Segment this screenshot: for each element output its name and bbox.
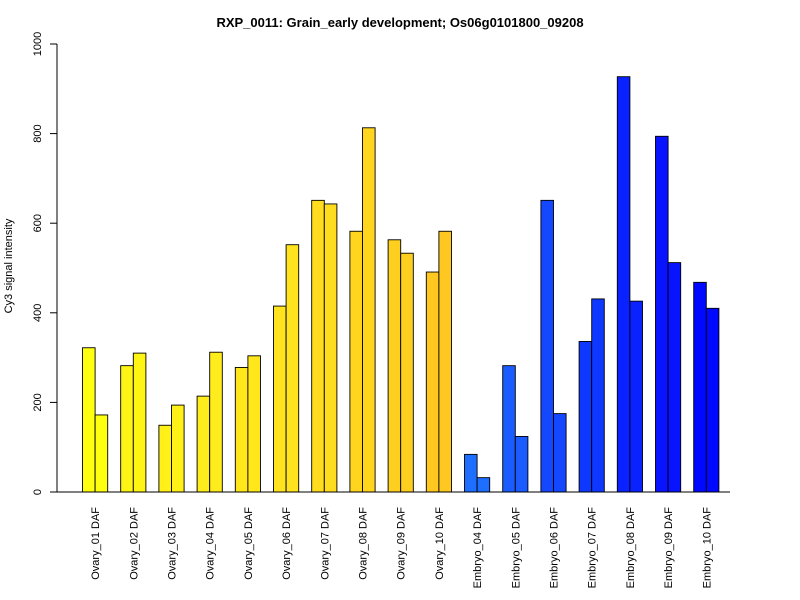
bar [464, 453, 478, 493]
y-axis-label: Cy3 signal intensity [3, 218, 15, 313]
bar [400, 252, 414, 493]
bar [311, 199, 325, 493]
bar [323, 203, 338, 493]
bar [94, 414, 109, 493]
x-tick-label: Ovary_04 DAF [205, 507, 217, 580]
bar [196, 395, 211, 493]
x-tick-label: Embryo_10 DAF [701, 507, 713, 589]
x-tick-label: Ovary_08 DAF [358, 507, 370, 580]
bar [629, 300, 643, 493]
bar [476, 477, 491, 493]
y-axis: 0 200 400 600 800 1000 [32, 32, 58, 495]
bar [247, 355, 261, 493]
x-tick-label: Ovary_06 DAF [281, 507, 293, 580]
bar [616, 76, 631, 493]
x-tick-label: Ovary_02 DAF [128, 507, 140, 580]
x-tick-label: Embryo_04 DAF [472, 507, 484, 589]
bar [158, 424, 172, 493]
x-axis: Ovary_01 DAF Ovary_02 DAF Ovary_03 DAF Ovar… [57, 491, 730, 589]
y-tick-label: 400 [32, 304, 44, 322]
bar [132, 352, 147, 493]
bar [705, 307, 720, 493]
bar [234, 367, 249, 493]
x-tick-label: Embryo_07 DAF [587, 507, 599, 589]
y-tick-label: 600 [32, 214, 44, 232]
bar [171, 404, 185, 493]
bars [82, 76, 720, 493]
bar [120, 365, 134, 493]
x-tick-label: Ovary_10 DAF [434, 507, 446, 580]
bar [591, 298, 605, 493]
x-tick-label: Embryo_08 DAF [625, 507, 637, 589]
bar [667, 262, 682, 493]
y-tick-label: 200 [32, 393, 44, 411]
x-tick-label: Embryo_06 DAF [549, 507, 561, 589]
x-tick-label: Ovary_09 DAF [396, 507, 408, 580]
bar [285, 244, 300, 493]
bar [553, 413, 567, 493]
bar [349, 230, 363, 493]
bar [425, 271, 440, 493]
y-tick-label: 1000 [32, 32, 44, 56]
bar [655, 135, 669, 493]
bar [438, 230, 452, 493]
x-tick-label: Embryo_05 DAF [510, 507, 522, 589]
bar [578, 341, 593, 493]
bar [82, 347, 96, 493]
bar [540, 199, 554, 493]
bar [209, 351, 223, 493]
bar [362, 127, 376, 493]
y-tick-label: 800 [32, 124, 44, 142]
x-tick-label: Ovary_03 DAF [167, 507, 179, 580]
x-tick-label: Ovary_01 DAF [90, 507, 102, 580]
x-tick-label: Ovary_07 DAF [319, 507, 331, 580]
bar [387, 239, 402, 493]
chart-title: RXP_0011: Grain_early development; Os06g… [216, 15, 583, 30]
bar [693, 281, 707, 493]
bar [273, 305, 287, 493]
y-tick-label: 0 [32, 489, 44, 495]
x-tick-label: Ovary_05 DAF [243, 507, 255, 580]
bar [502, 365, 516, 493]
bar [514, 436, 529, 493]
x-tick-label: Embryo_09 DAF [663, 507, 675, 589]
